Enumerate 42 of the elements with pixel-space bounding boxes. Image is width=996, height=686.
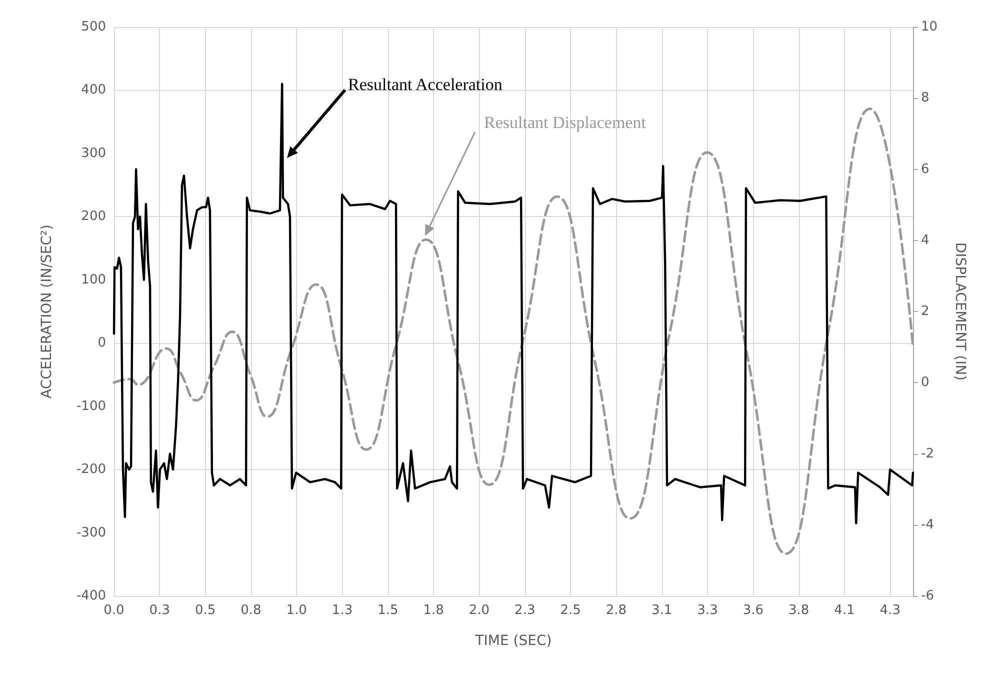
x-tick-label: 4.1 — [834, 603, 855, 618]
y-tick-label: -200 — [76, 462, 106, 478]
y-tick-label: -300 — [76, 525, 106, 540]
x-tick-label: 2.8 — [606, 603, 627, 618]
x-tick-label: 2.3 — [514, 603, 536, 618]
y2-tick-label: 4 — [921, 232, 930, 248]
y2-tick-label: 10 — [921, 20, 938, 34]
y-axis-title: ACCELERATION (IN/SEC²) — [39, 224, 55, 399]
y-tick-label: 100 — [81, 272, 106, 288]
y-tick-label: -100 — [76, 398, 106, 414]
y-tick-label: -400 — [76, 588, 106, 604]
x-tick-label: 1.3 — [332, 603, 353, 618]
y2-axis-title: DISPLACEMENT (IN) — [952, 242, 968, 381]
y2-tick-label: 2 — [921, 304, 930, 319]
y2-tick-label: 8 — [921, 90, 930, 106]
y-tick-label: 500 — [81, 20, 106, 34]
x-tick-label: 1.0 — [286, 603, 307, 618]
x-tick-label: 2.5 — [560, 603, 581, 618]
x-tick-label: 2.0 — [468, 603, 490, 618]
x-tick-label: 0.5 — [194, 603, 216, 618]
x-tick-label: 0.3 — [149, 603, 170, 618]
y-tick-label: 300 — [81, 146, 106, 161]
x-tick-label: 1.5 — [378, 603, 398, 618]
x-axis-title: TIME (SEC) — [474, 633, 552, 649]
y2-tick-label: -4 — [921, 517, 934, 532]
x-tick-label: 0.8 — [240, 603, 262, 618]
y-tick-label: 400 — [81, 82, 106, 98]
y2-tick-label: 6 — [921, 162, 930, 177]
y2-tick-label: -6 — [921, 588, 934, 604]
y-tick-label: 0 — [98, 336, 106, 351]
x-tick-label: 3.6 — [742, 603, 764, 618]
x-tick-label: 3.1 — [652, 603, 672, 618]
x-tick-label: 3.8 — [788, 603, 810, 618]
y2-tick-label: 0 — [921, 375, 930, 390]
x-tick-label: 0.0 — [104, 603, 124, 618]
annotation: Resultant Displacement — [484, 113, 646, 132]
x-tick-label: 1.8 — [423, 603, 444, 618]
x-tick-label: 3.3 — [697, 603, 718, 618]
x-tick-label: 4.3 — [880, 603, 900, 618]
y-tick-label: 200 — [81, 209, 106, 224]
annotation: Resultant Acceleration — [348, 75, 503, 94]
y2-tick-label: -2 — [921, 446, 934, 462]
